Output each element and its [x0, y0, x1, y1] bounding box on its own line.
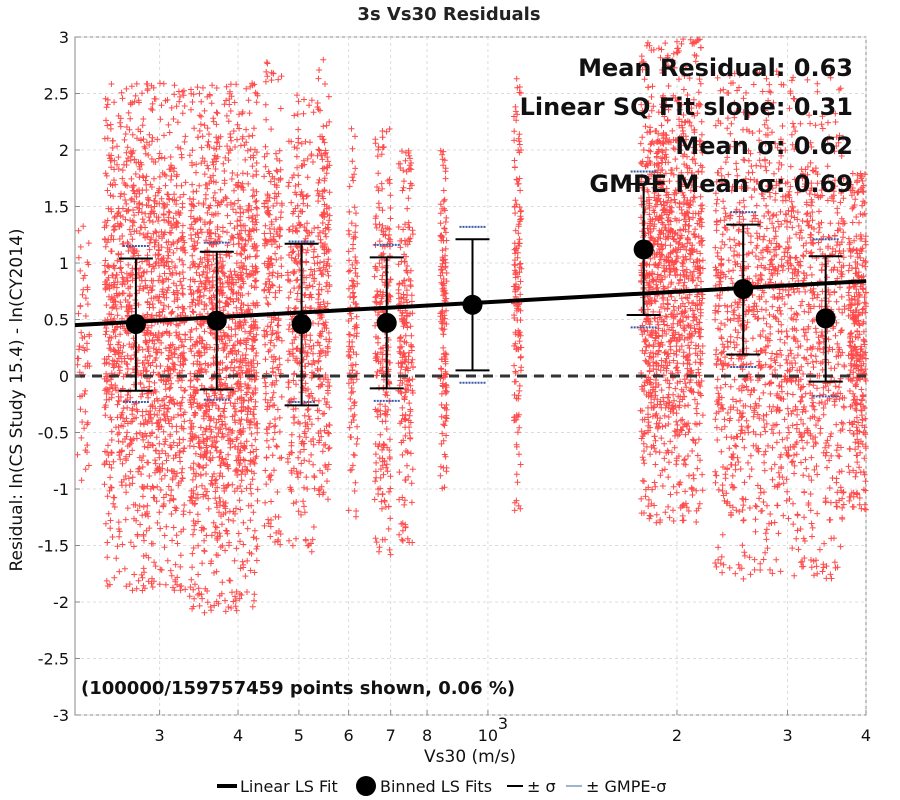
y-tick-label: -2.5 [38, 650, 69, 669]
y-axis-label: Residual: ln(CS Study 15.4) - ln(CY2014) [7, 228, 27, 571]
binned-fit [369, 243, 404, 402]
x-tick-label: 7 [386, 726, 396, 745]
x-tick-label: 8 [422, 726, 432, 745]
legend-gmpe-sigma-label: ± GMPE-σ [586, 777, 666, 796]
stat-fit-slope: Linear SQ Fit slope: 0.31 [520, 93, 853, 121]
x-tick-label: 4 [233, 726, 243, 745]
legend-linear-fit-label: Linear LS Fit [240, 777, 338, 796]
scatter-cluster [845, 170, 869, 513]
scatter-cluster [511, 75, 525, 514]
scatter-cluster [186, 80, 261, 616]
stat-mean-sigma: Mean σ: 0.62 [675, 132, 853, 160]
scatter-cluster [712, 68, 848, 582]
y-tick-label: 0.5 [44, 311, 69, 330]
legend: Linear LS Fit Binned LS Fits ± σ ± GMPE-… [217, 776, 666, 796]
scatter-points [74, 36, 869, 616]
bin-mean-point [815, 308, 836, 329]
binned-fits [118, 170, 843, 407]
y-tick-label: -3 [53, 706, 69, 725]
binned-fit [726, 211, 761, 368]
binned-fit [626, 170, 661, 329]
legend-binned-fit-swatch [356, 776, 376, 796]
legend-sigma-label: ± σ [527, 777, 556, 796]
bin-mean-point [206, 310, 227, 331]
stat-mean-residual: Mean Residual: 0.63 [578, 54, 853, 82]
scatter-cluster [314, 56, 333, 503]
y-tick-label: 3 [59, 28, 69, 47]
stat-gmpe-mean-sigma: GMPE Mean σ: 0.69 [589, 170, 853, 198]
binned-fit [118, 245, 153, 403]
binned-fit [284, 240, 319, 407]
scatter-cluster [637, 36, 706, 526]
y-tick-label: 2 [59, 141, 69, 160]
scatter-cluster [284, 92, 318, 555]
bin-mean-point [291, 314, 312, 335]
scatter-cluster [261, 59, 285, 548]
y-tick-label: 0 [59, 367, 69, 386]
y-ticks: 3 2.5 2 1.5 1 0.5 0 -0.5 -1 -1.5 -2 -2.5 -3 [38, 28, 80, 725]
y-tick-label: -2 [53, 593, 69, 612]
x-tick-label: 10 [478, 726, 498, 745]
bin-mean-point [376, 312, 397, 333]
bin-mean-point [125, 314, 146, 335]
binned-fit [455, 225, 490, 384]
scatter-cluster [101, 80, 189, 594]
x-tick-label: 5 [294, 726, 304, 745]
x-tick-label: 2 [672, 726, 682, 745]
x-tick-label: 3 [782, 726, 792, 745]
y-tick-label: 2.5 [44, 85, 69, 104]
y-tick-label: 1.5 [44, 198, 69, 217]
x-axis-label: Vs30 (m/s) [424, 747, 516, 767]
x-tick-label: 4 [861, 726, 871, 745]
x-tick-label: 6 [344, 726, 354, 745]
bin-mean-point [733, 278, 754, 299]
binned-fit [808, 238, 843, 398]
bin-mean-point [633, 239, 654, 260]
y-tick-label: -1.5 [38, 537, 69, 556]
y-tick-label: 1 [59, 254, 69, 273]
x-tick-label: 3 [154, 726, 164, 745]
scatter-cluster [345, 125, 361, 520]
y-tick-label: -0.5 [38, 424, 69, 443]
bin-mean-point [462, 294, 483, 315]
binned-fit [199, 241, 234, 401]
points-shown-note: (100000/159757459 points shown, 0.06 %) [81, 678, 515, 699]
legend-binned-fit-label: Binned LS Fits [380, 777, 492, 796]
y-tick-label: -1 [53, 480, 69, 499]
chart-title: 3s Vs30 Residuals [357, 4, 540, 25]
x-tick-exponent: 3 [498, 714, 508, 733]
